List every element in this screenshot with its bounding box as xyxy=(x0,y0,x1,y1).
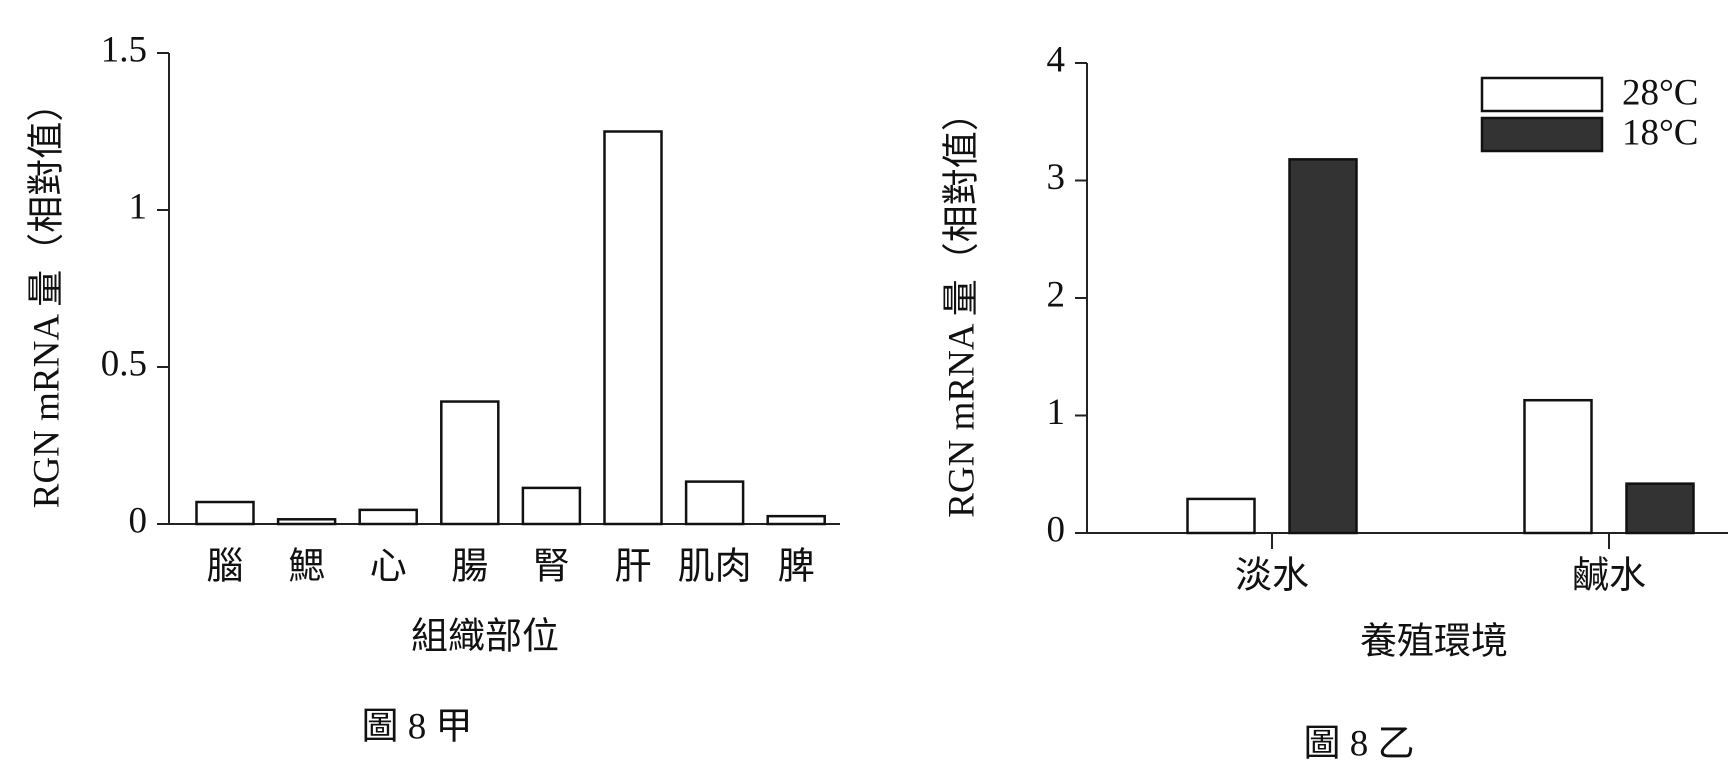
y-tick-label: 1 xyxy=(129,186,148,227)
y-tick-label: 0 xyxy=(1047,509,1066,550)
bar xyxy=(1288,158,1358,535)
x-tick-label: 鹹水 xyxy=(1572,554,1646,596)
bar xyxy=(440,400,500,526)
caption: 圖 8 乙 xyxy=(1304,723,1415,764)
bar xyxy=(1625,482,1695,535)
x-tick-label: 肝 xyxy=(615,546,652,587)
x-tick-label: 鰓 xyxy=(288,545,325,587)
x-tick-label: 肌肉 xyxy=(678,546,752,587)
x-tick-label: 腦 xyxy=(207,546,244,587)
x-tick-label: 腸 xyxy=(451,546,488,587)
legend-label: 28°C xyxy=(1622,72,1698,113)
y-axis-label: RGN mRNA 量（相對值） xyxy=(26,85,67,508)
bar xyxy=(1186,497,1256,535)
y-tick-label: 4 xyxy=(1047,39,1066,80)
x-tick-label: 心 xyxy=(370,546,407,587)
y-tick-label: 1.5 xyxy=(101,29,147,70)
bar xyxy=(1523,398,1593,535)
y-tick-label: 1 xyxy=(1047,392,1066,433)
x-tick-label: 淡水 xyxy=(1235,555,1309,596)
bar xyxy=(358,508,418,526)
bar xyxy=(195,500,255,526)
y-axis-label: RGN mRNA 量（相對值） xyxy=(941,94,982,517)
x-tick-label: 腎 xyxy=(533,546,570,587)
bar xyxy=(766,514,826,526)
x-tick-label: 脾 xyxy=(778,546,815,587)
y-tick-label: 0 xyxy=(129,500,148,541)
caption: 圖 8 甲 xyxy=(362,706,473,747)
bar xyxy=(603,130,663,526)
bar xyxy=(276,518,337,526)
bar xyxy=(684,480,745,526)
bar xyxy=(521,486,582,526)
legend-label: 18°C xyxy=(1622,112,1698,153)
y-tick-label: 2 xyxy=(1047,274,1066,315)
y-tick-label: 0.5 xyxy=(101,343,147,384)
y-tick-label: 3 xyxy=(1047,157,1066,198)
legend-swatch xyxy=(1480,116,1604,153)
x-axis-label: 組織部位 xyxy=(411,615,559,657)
legend-swatch xyxy=(1480,76,1604,113)
x-axis-label: 養殖環境 xyxy=(1360,620,1508,662)
